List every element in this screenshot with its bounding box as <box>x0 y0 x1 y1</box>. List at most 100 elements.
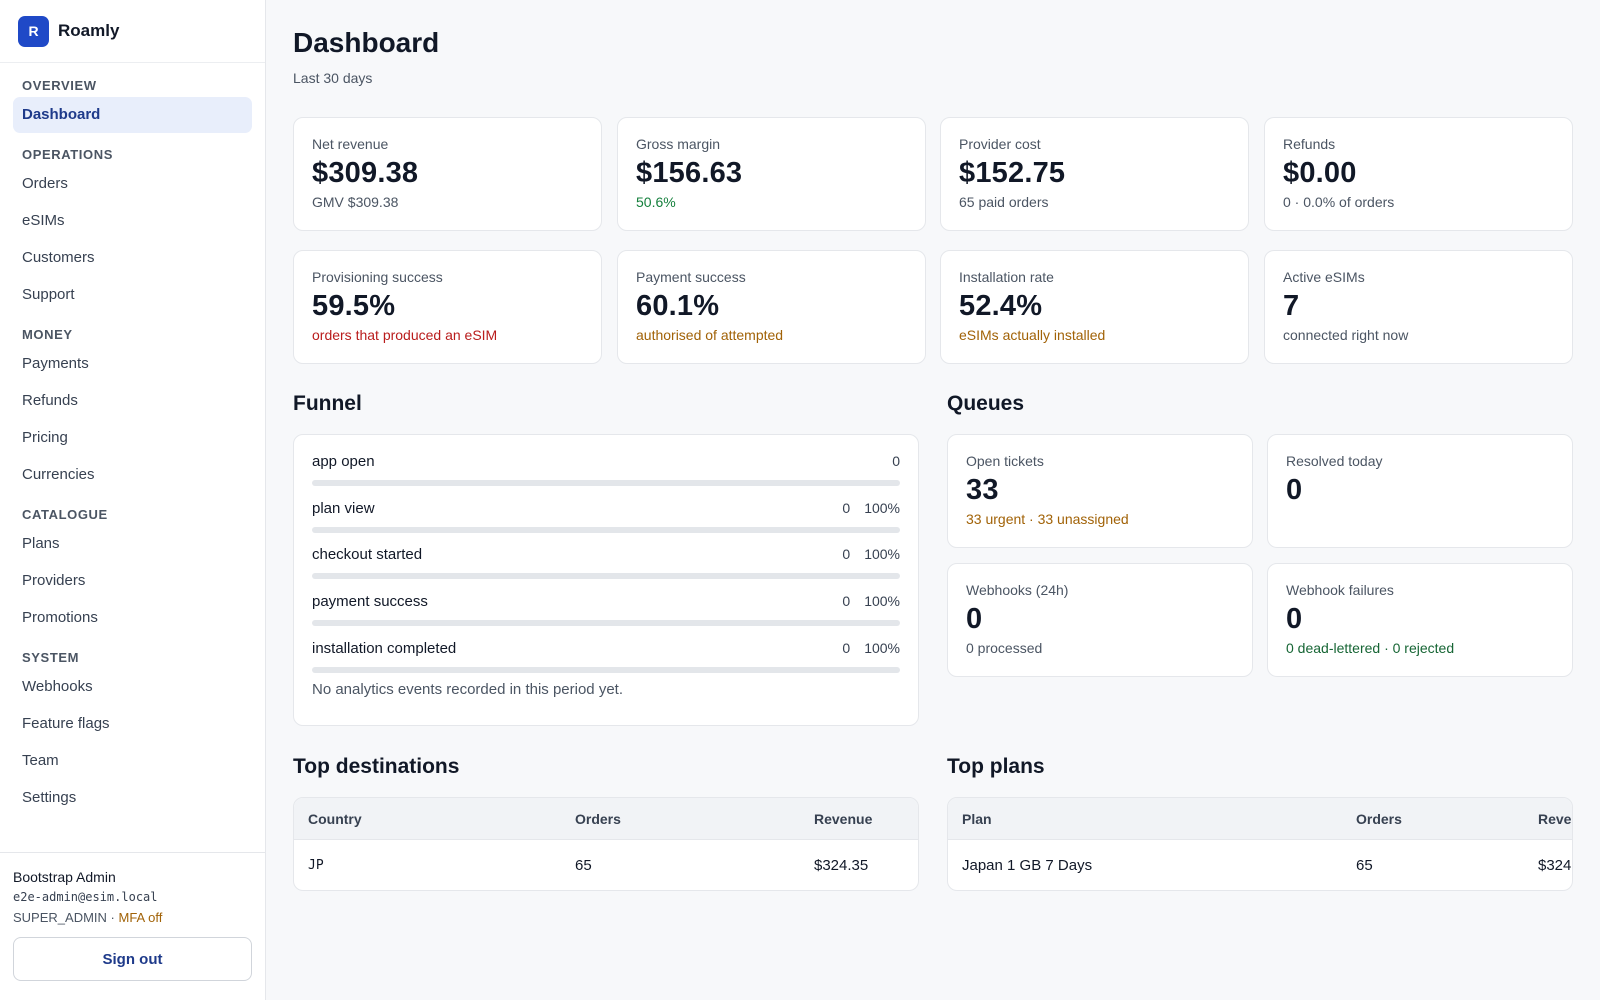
queue-card-resolved-today[interactable]: Resolved today 0 <box>1267 434 1573 548</box>
sidebar-item-team[interactable]: Team <box>22 752 59 769</box>
sidebar-item-plans[interactable]: Plans <box>22 535 60 552</box>
column-header-orders[interactable]: Orders <box>575 810 621 827</box>
kpi-sub: authorised of attempted <box>636 327 784 343</box>
kpi-value: $0.00 <box>1283 157 1357 189</box>
sidebar: R Roamly OVERVIEW Dashboard OPERATIONS O… <box>0 0 266 1000</box>
queues-title: Queues <box>947 392 1025 415</box>
column-header-revenue[interactable]: Revenue <box>1538 810 1572 827</box>
kpi-sub: 65 paid orders <box>959 194 1049 210</box>
nav-section-system: SYSTEM <box>22 650 80 665</box>
funnel-step-count: 0 <box>842 499 851 516</box>
funnel-step-values: 0 <box>892 453 900 469</box>
sidebar-item-pricing[interactable]: Pricing <box>22 429 68 446</box>
column-header-country[interactable]: Country <box>308 810 362 827</box>
funnel-step-count: 0 <box>842 546 851 563</box>
funnel-step: plan view 0 100% <box>312 482 900 533</box>
kpi-sub: 50.6% <box>636 194 676 210</box>
funnel-step-label: app open <box>312 453 375 470</box>
top-destinations-title: Top destinations <box>293 755 460 778</box>
cell-plan: Japan 1 GB 7 Days <box>962 857 1093 874</box>
top-plans-table: Plan Orders Revenue Japan 1 GB 7 Days 65… <box>947 797 1573 891</box>
table-row[interactable]: JP 65 $324.35 <box>294 840 918 890</box>
funnel-empty-message: No analytics events recorded in this per… <box>312 681 623 699</box>
sidebar-item-esims[interactable]: eSIMs <box>22 212 65 229</box>
table-header: Plan Orders Revenue <box>948 798 1572 840</box>
funnel-step: installation completed 0 100% <box>312 622 900 673</box>
queue-card-open-tickets[interactable]: Open tickets 33 33 urgent · 33 unassigne… <box>947 434 1253 548</box>
sidebar-item-support[interactable]: Support <box>22 286 75 303</box>
queue-sub: 0 dead-lettered · 0 rejected <box>1286 640 1455 656</box>
funnel-step-pct: 100% <box>864 546 900 563</box>
kpi-label: Refunds <box>1283 136 1336 152</box>
sidebar-item-payments[interactable]: Payments <box>22 355 89 372</box>
kpi-sub: eSIMs actually installed <box>959 327 1106 343</box>
sidebar-item-feature-flags[interactable]: Feature flags <box>22 715 110 732</box>
queue-value: 0 <box>1286 474 1303 506</box>
funnel-step-count: 0 <box>842 593 851 610</box>
kpi-card-provider-cost: Provider cost $152.75 65 paid orders <box>940 117 1249 231</box>
queue-label: Open tickets <box>966 453 1044 469</box>
sidebar-nav: OVERVIEW Dashboard OPERATIONS Orders eSI… <box>0 63 265 852</box>
sidebar-item-dashboard[interactable]: Dashboard <box>13 97 252 133</box>
cell-revenue: $324.35 <box>814 857 869 874</box>
nav-section-catalogue: CATALOGUE <box>22 507 108 522</box>
brand[interactable]: R Roamly <box>0 0 265 63</box>
kpi-label: Provider cost <box>959 136 1041 152</box>
kpi-card-gross-margin: Gross margin $156.63 50.6% <box>617 117 926 231</box>
sidebar-item-providers[interactable]: Providers <box>22 572 86 589</box>
column-header-revenue[interactable]: Revenue <box>814 810 873 827</box>
sidebar-item-customers[interactable]: Customers <box>22 249 95 266</box>
sidebar-item-currencies[interactable]: Currencies <box>22 466 95 483</box>
brand-logo: R <box>18 15 49 47</box>
kpi-value: 59.5% <box>312 290 396 322</box>
sidebar-item-settings[interactable]: Settings <box>22 789 77 806</box>
kpi-sub: GMV $309.38 <box>312 194 399 210</box>
column-header-orders[interactable]: Orders <box>1356 810 1402 827</box>
table-header: Country Orders Revenue <box>294 798 918 840</box>
kpi-label: Provisioning success <box>312 269 443 285</box>
funnel-step: app open 0 <box>312 435 900 486</box>
cell-orders: 65 <box>1356 857 1373 874</box>
kpi-label: Installation rate <box>959 269 1054 285</box>
kpi-value: 52.4% <box>959 290 1043 322</box>
brand-name: Roamly <box>58 21 120 40</box>
sidebar-item-webhooks[interactable]: Webhooks <box>22 678 93 695</box>
page-subtitle: Last 30 days <box>293 70 373 86</box>
column-header-plan[interactable]: Plan <box>962 810 992 827</box>
funnel-step-label: plan view <box>312 499 375 517</box>
cell-orders: 65 <box>575 857 592 874</box>
funnel-step: checkout started 0 100% <box>312 528 900 580</box>
funnel-step-values: 0 100% <box>842 500 900 516</box>
funnel-step-values: 0 100% <box>842 593 900 609</box>
funnel-step-values: 0 100% <box>842 546 900 562</box>
top-plans-title: Top plans <box>947 755 1045 778</box>
table-row[interactable]: Japan 1 GB 7 Days 65 $324.35 <box>948 840 1572 890</box>
sign-out-button[interactable]: Sign out <box>13 937 252 981</box>
funnel-step-bar <box>312 526 900 533</box>
sidebar-item-orders[interactable]: Orders <box>22 175 68 192</box>
queue-label: Webhooks (24h) <box>966 582 1069 598</box>
kpi-value: 7 <box>1283 290 1300 322</box>
user-role-line: SUPER_ADMIN · MFA off <box>13 910 252 925</box>
funnel-step-bar <box>312 480 900 486</box>
queue-value: 0 <box>966 603 983 635</box>
kpi-value: 60.1% <box>636 290 720 322</box>
queue-card-webhooks-24h[interactable]: Webhooks (24h) 0 0 processed <box>947 563 1253 677</box>
sidebar-item-promotions[interactable]: Promotions <box>22 609 98 626</box>
user-role: SUPER_ADMIN <box>13 910 107 925</box>
funnel-step-pct: 100% <box>864 593 900 610</box>
user-role-separator: · <box>106 910 119 925</box>
nav-section-money: MONEY <box>22 327 73 342</box>
cell-revenue: $324.35 <box>1538 857 1572 874</box>
queue-sub: 33 urgent · 33 unassigned <box>966 511 1129 527</box>
mfa-status: MFA off <box>118 910 163 925</box>
kpi-label: Payment success <box>636 269 746 285</box>
funnel-step-bar <box>312 666 900 673</box>
queue-card-webhook-failures[interactable]: Webhook failures 0 0 dead-lettered · 0 r… <box>1267 563 1573 677</box>
kpi-value: $152.75 <box>959 157 1066 189</box>
queue-sub: 0 processed <box>966 640 1043 656</box>
funnel-step-pct: 100% <box>864 499 900 516</box>
funnel-step-label: payment success <box>312 593 428 611</box>
sidebar-item-refunds[interactable]: Refunds <box>22 392 78 409</box>
page-title: Dashboard <box>293 27 440 58</box>
